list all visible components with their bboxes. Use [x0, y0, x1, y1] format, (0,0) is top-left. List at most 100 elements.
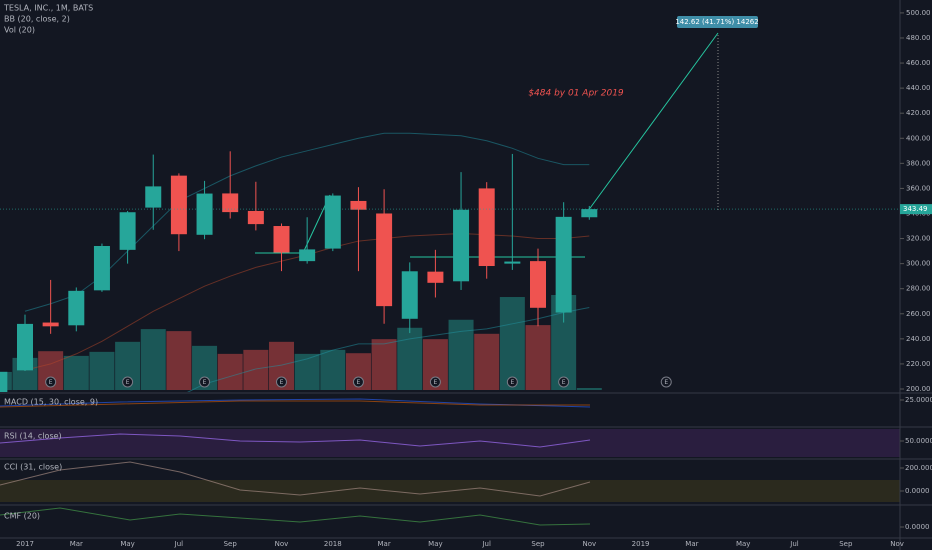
earnings-label: E — [49, 379, 53, 386]
pane-title: RSI (14, close) — [4, 432, 62, 441]
candle-body — [93, 245, 110, 291]
y-tick-label: 420.00 — [906, 109, 931, 117]
candle-body — [17, 323, 33, 371]
volume-bar — [397, 327, 423, 390]
volume-bar — [525, 325, 551, 390]
volume-bar — [371, 339, 397, 390]
pane-tick-label: 25.0000 — [905, 396, 932, 404]
volume-bar — [320, 349, 346, 390]
x-tick-label: Nov — [582, 540, 596, 548]
x-tick-label: 2019 — [632, 540, 650, 548]
pane-title: CCI (31, close) — [4, 463, 62, 472]
y-tick-label: 360.00 — [906, 184, 931, 192]
earnings-label: E — [357, 379, 361, 386]
y-tick-label: 400.00 — [906, 134, 931, 142]
y-tick-label: 240.00 — [906, 335, 931, 343]
earnings-marker — [660, 376, 672, 388]
candle-body — [145, 186, 162, 208]
indicator: BB (20, close, 2) — [4, 15, 70, 24]
volume-bar — [140, 329, 166, 390]
earnings-marker — [45, 376, 57, 388]
bollinger-band — [24, 132, 590, 312]
earnings-label: E — [562, 379, 566, 386]
candle-body — [581, 209, 598, 218]
x-tick-label: Nov — [890, 540, 904, 548]
x-tick-label: Mar — [377, 540, 390, 548]
candle-body — [401, 271, 418, 319]
x-tick-label: Mar — [685, 540, 698, 548]
candle-body — [530, 261, 546, 308]
volume-bar — [243, 349, 269, 390]
earnings-marker — [352, 376, 364, 388]
y-tick-label: 320.00 — [906, 235, 931, 243]
bollinger-band — [186, 307, 590, 392]
volume-bar — [474, 333, 500, 390]
candle-body — [324, 195, 341, 249]
x-tick-label: Nov — [275, 540, 289, 548]
candle-body — [170, 175, 187, 235]
pane-title: MACD (15, 30, close, 9) — [4, 398, 98, 407]
last-price-box — [900, 204, 932, 215]
y-tick-label: 300.00 — [906, 260, 931, 268]
x-tick-label: May — [736, 540, 750, 548]
earnings-marker — [506, 376, 518, 388]
y-tick-label: 220.00 — [906, 360, 931, 368]
y-tick-label: 460.00 — [906, 59, 931, 67]
x-tick-label: Jul — [789, 540, 799, 548]
y-tick-label: 380.00 — [906, 159, 931, 167]
pane-tick-label: 0.0000 — [905, 487, 930, 495]
measure-box — [677, 16, 758, 28]
candle-body — [555, 216, 572, 313]
y-tick-label: 440.00 — [906, 84, 931, 92]
volume-bar — [166, 331, 192, 390]
y-tick-label: 200.00 — [906, 385, 931, 393]
volume-bar — [217, 353, 243, 390]
candle-body — [478, 188, 495, 267]
x-tick-label: 2017 — [16, 540, 34, 548]
earnings-label: E — [203, 379, 207, 386]
earnings-label: E — [280, 379, 284, 386]
earnings-label: E — [510, 379, 514, 386]
candle-body — [196, 193, 213, 235]
y-tick-label: 480.00 — [906, 34, 931, 42]
earnings-marker — [429, 376, 441, 388]
candle-body — [376, 213, 393, 307]
chart-title: TESLA, INC., 1M, BATS — [3, 4, 93, 13]
x-tick-label: May — [428, 540, 442, 548]
x-tick-label: Jul — [174, 540, 184, 548]
measure-label: 142.62 (41.71%) 14262 — [675, 18, 758, 26]
pane-title: CMF (20) — [4, 512, 40, 521]
candle-body — [273, 226, 290, 253]
volume-bar — [63, 355, 89, 390]
volume-bar — [499, 297, 525, 390]
x-tick-label: Mar — [70, 540, 83, 548]
x-tick-label: 2018 — [324, 540, 342, 548]
y-tick-label: 260.00 — [906, 310, 931, 318]
indicator: Vol (20) — [4, 26, 35, 35]
plot — [0, 132, 602, 392]
earnings-marker — [276, 376, 287, 388]
x-tick-label: May — [120, 540, 134, 548]
earnings-label: E — [126, 379, 130, 386]
pane-tick-label: 50.0000 — [905, 437, 932, 445]
earnings-label: E — [664, 379, 668, 386]
pane-tick-label: 0.0000 — [905, 523, 930, 531]
y-tick-label: 500.00 — [906, 9, 931, 17]
candle-body — [119, 212, 136, 250]
volume-bar — [89, 351, 115, 390]
candle-body — [0, 371, 8, 392]
x-tick-label: Jul — [481, 540, 491, 548]
candle-body — [42, 322, 59, 327]
candle-body — [350, 200, 367, 210]
candle-body — [68, 290, 85, 326]
last-price-label: 343.49 — [903, 205, 928, 213]
earnings-label: E — [434, 379, 438, 386]
candle-body — [504, 261, 521, 264]
annotation: $484 by 01 Apr 2019 — [528, 89, 624, 99]
candle-body — [299, 249, 316, 262]
candle-body — [222, 193, 239, 213]
earnings-marker — [558, 376, 570, 388]
x-tick-label: Sep — [531, 540, 545, 548]
